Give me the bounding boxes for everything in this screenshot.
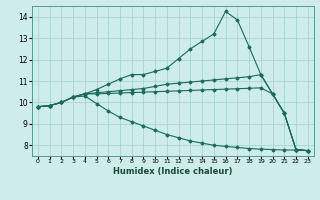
X-axis label: Humidex (Indice chaleur): Humidex (Indice chaleur)	[113, 167, 233, 176]
